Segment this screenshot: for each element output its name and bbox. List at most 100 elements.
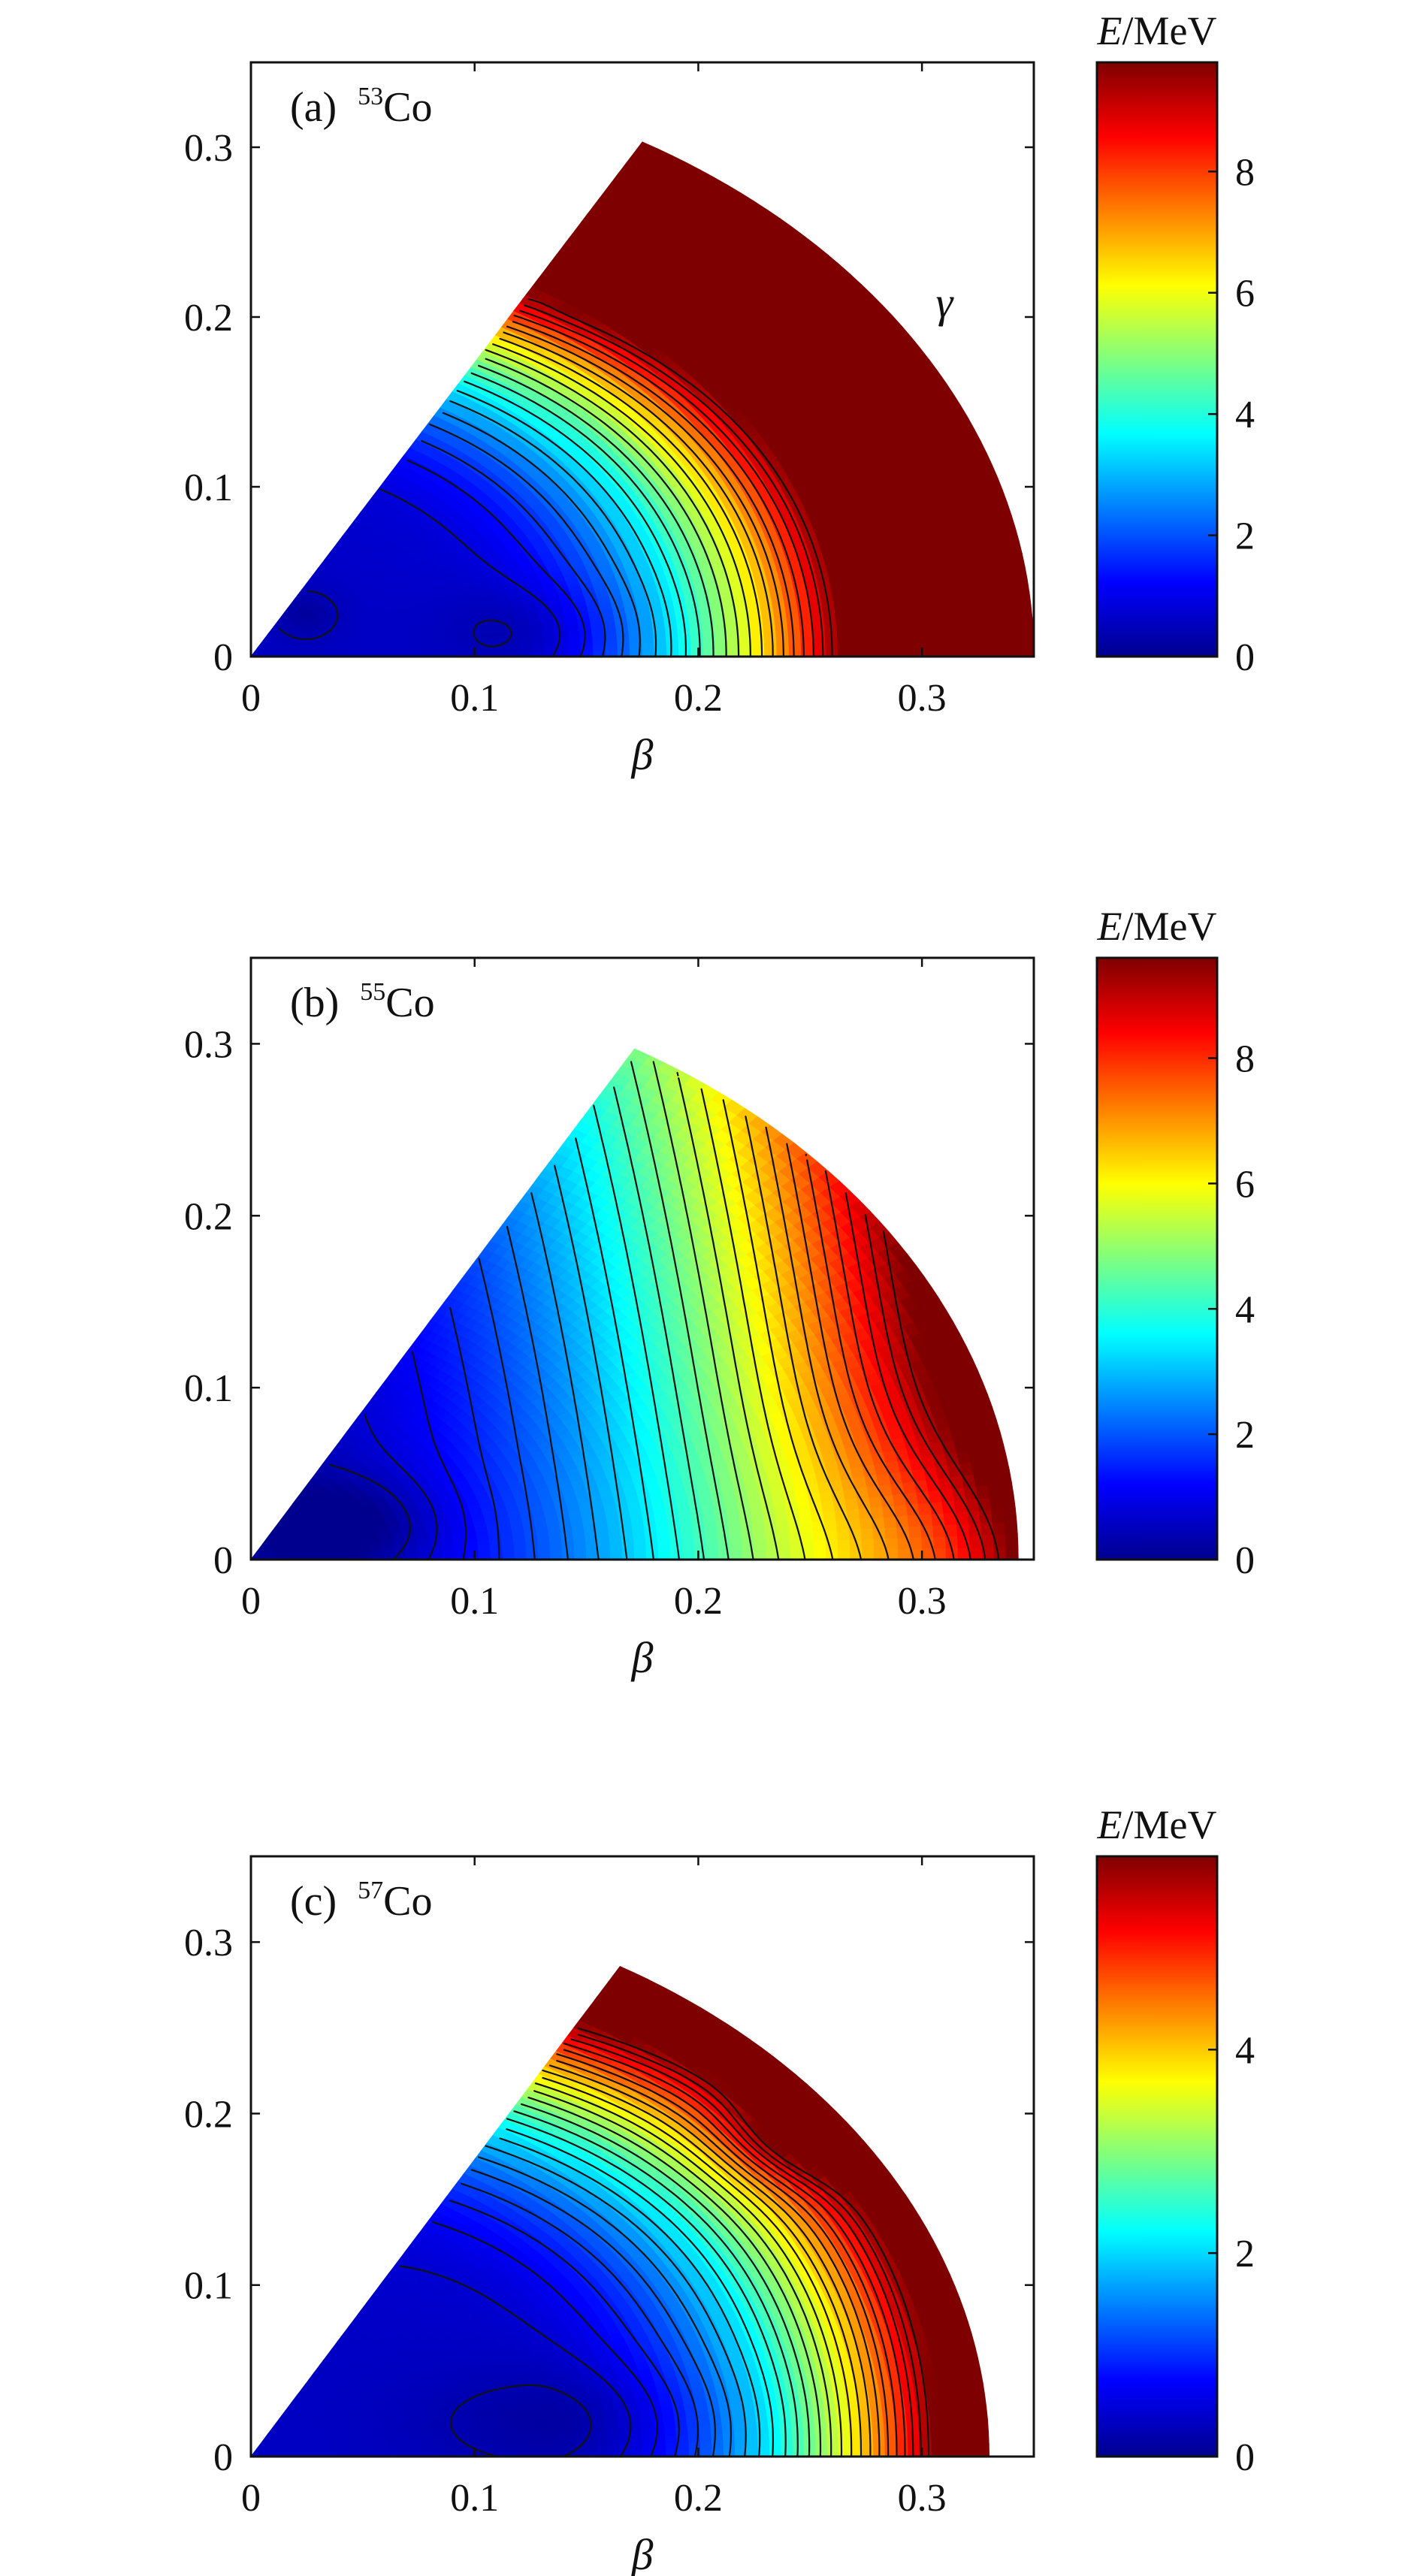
heatmap-cell xyxy=(886,634,900,647)
heatmap-cell xyxy=(970,619,985,633)
heatmap-cell xyxy=(861,635,875,648)
heatmap-cell xyxy=(990,581,1005,596)
heatmap-cell xyxy=(633,1533,646,1541)
y-tick-label: 0 xyxy=(213,636,233,679)
heatmap-cell xyxy=(561,1548,576,1555)
heatmap-cell xyxy=(808,599,823,611)
heatmap-cell xyxy=(874,635,887,647)
heatmap-cell xyxy=(971,632,986,645)
heatmap-cell xyxy=(657,1538,671,1547)
panel-label: (a) xyxy=(290,84,347,131)
heatmap-cell xyxy=(935,633,949,646)
heatmap-cell xyxy=(844,595,860,608)
heatmap-cell xyxy=(860,625,875,637)
heatmap-cell xyxy=(849,636,863,648)
heatmap-cell xyxy=(907,600,922,614)
heatmap-cell xyxy=(609,1546,624,1554)
heatmap-cell xyxy=(860,615,875,627)
heatmap-cell xyxy=(893,590,908,604)
heatmap-cell xyxy=(941,585,957,599)
heatmap-cell xyxy=(944,609,959,623)
heatmap-cell xyxy=(996,643,1010,657)
heatmap-cell xyxy=(923,645,937,657)
heatmap-cell xyxy=(872,614,887,627)
heatmap-cell xyxy=(935,645,949,657)
heatmap-cell xyxy=(751,648,766,657)
heatmap-cell xyxy=(514,1550,527,1556)
x-axis-label: β xyxy=(631,730,654,779)
colorbar-tick-label: 8 xyxy=(1235,151,1255,194)
heatmap-cell xyxy=(862,645,875,657)
heatmap-cell xyxy=(867,582,882,596)
heatmap-cell xyxy=(1009,553,1026,569)
heatmap-cell xyxy=(842,585,858,598)
heatmap-cell xyxy=(980,594,995,609)
heatmap-cell xyxy=(641,642,655,651)
nucleus-mass-number: 53 xyxy=(358,83,383,110)
heatmap-cell xyxy=(899,645,912,657)
heatmap-cell xyxy=(956,596,971,611)
heatmap-cell xyxy=(787,619,801,630)
heatmap-cell xyxy=(549,1548,563,1555)
heatmap-cell xyxy=(850,645,863,657)
panel-title: (a) 53Co xyxy=(290,83,433,131)
heatmap-cell xyxy=(891,579,907,593)
heatmap-cell xyxy=(858,604,873,617)
heatmap-cell xyxy=(681,1544,695,1553)
heatmap-cell xyxy=(1019,617,1034,632)
heatmap-cell xyxy=(993,605,1008,621)
heatmap-cell xyxy=(898,634,912,647)
x-tick-label: 0.1 xyxy=(450,677,499,720)
heatmap-cell xyxy=(703,1520,718,1530)
heatmap-cells xyxy=(250,1048,1019,1560)
heatmap-cell xyxy=(965,583,981,598)
heatmap-cell xyxy=(886,645,900,657)
heatmap-cell xyxy=(905,589,920,602)
heatmap-cell xyxy=(751,630,765,641)
heatmap-cell xyxy=(763,639,778,649)
heatmap-cell xyxy=(580,639,594,646)
heatmap-cell xyxy=(809,609,824,620)
heatmap-cell xyxy=(665,635,679,644)
heatmap-cell xyxy=(761,612,775,624)
heatmap-cell xyxy=(969,607,984,621)
heatmap-cell xyxy=(1012,566,1028,581)
heatmap-cell xyxy=(760,604,775,615)
heatmap-cell xyxy=(908,612,923,624)
y-tick-label: 0.2 xyxy=(184,297,233,340)
heatmap-cell xyxy=(879,581,895,594)
y-tick-label: 0.3 xyxy=(184,127,233,170)
heatmap-cell xyxy=(897,623,911,636)
heatmap-cell xyxy=(657,1545,671,1554)
heatmap-cell xyxy=(690,633,704,643)
heatmap-cell xyxy=(947,633,961,646)
colorbar xyxy=(1095,61,1219,658)
heatmap-cell xyxy=(785,610,800,622)
heatmap-cell xyxy=(788,638,802,648)
heatmap-cell xyxy=(813,646,826,657)
heatmap-cell xyxy=(874,645,888,657)
colorbar-title-unit: /MeV xyxy=(1122,8,1217,53)
heatmap-cell xyxy=(812,637,826,648)
heatmap-cell xyxy=(1006,540,1023,556)
heatmap-cell xyxy=(947,644,961,657)
heatmap-cell xyxy=(846,605,861,618)
heatmap-cell xyxy=(609,1540,623,1548)
heatmap-cell xyxy=(764,647,778,657)
heatmap-cell xyxy=(996,631,1010,645)
heatmap-cell xyxy=(597,1541,611,1549)
heatmap-cell xyxy=(836,626,850,638)
heatmap-cell xyxy=(763,630,777,640)
heatmap-cell xyxy=(1020,643,1035,657)
heatmap-cell xyxy=(597,1547,612,1554)
heatmap-cell xyxy=(848,626,863,638)
heatmap-cell xyxy=(1004,592,1020,607)
heatmap-cell xyxy=(704,1527,718,1538)
heatmap-cell xyxy=(605,644,618,651)
heatmap-cell xyxy=(959,632,973,645)
heatmap-cell xyxy=(873,624,887,637)
heatmap-cell xyxy=(946,621,960,634)
heatmap-cell xyxy=(895,601,910,615)
heatmap-cell xyxy=(811,627,826,639)
